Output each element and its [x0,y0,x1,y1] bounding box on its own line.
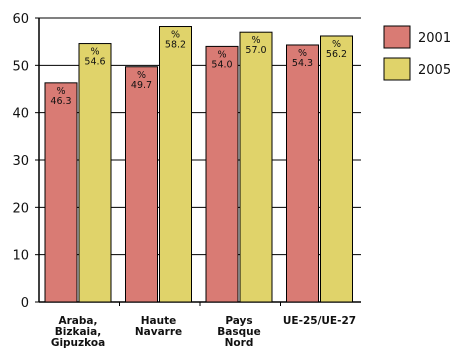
bar-label-prefix: % [171,30,180,41]
y-tick-label-30: 30 [12,154,29,169]
bar-2005-1 [159,26,192,303]
category-label: Haute [141,315,177,327]
bar-2001-1 [125,66,158,303]
category-label: UE-25/UE-27 [283,315,356,327]
bar-label-prefix: % [90,47,99,58]
category-label: Nord [225,337,254,349]
bar-label-value: 54.0 [211,59,232,70]
y-tick-label-0: 0 [21,296,29,311]
bar-label-value: 56.2 [326,49,347,60]
bar-label-value: 54.3 [292,58,313,69]
bar-2001-2 [205,45,239,303]
y-tick-label-10: 10 [12,249,29,264]
category-label: Gipuzkoa [51,337,105,349]
legend-label-2001: 2001 [418,31,451,46]
bar-label-value: 46.3 [50,96,71,107]
bar-label-value: 49.7 [131,80,152,91]
bar-label-prefix: % [137,70,146,81]
bar-2005-2 [239,31,273,303]
category-label: Basque [217,326,260,338]
legend-swatch-2005 [383,57,411,81]
bar-label-prefix: % [298,48,307,59]
y-tick-label-50: 50 [12,59,29,74]
bar-label-prefix: % [332,39,341,50]
y-tick-label-40: 40 [12,107,29,122]
category-label: Bizkaia, [55,326,101,338]
category-label: Araba, [59,315,98,327]
legend-swatch-2001 [383,25,411,49]
bar-label-value: 54.6 [84,57,105,68]
bar-2005-3 [320,35,353,303]
category-label: Pays [225,315,252,327]
bar-2005-0 [78,43,112,303]
bar-label-prefix: % [217,49,226,60]
bar-2001-0 [44,82,78,303]
bar-label-value: 57.0 [245,45,266,56]
bar-label-prefix: % [56,86,65,97]
bar-label-prefix: % [251,35,260,46]
bar-label-value: 58.2 [165,40,186,51]
category-label: Navarre [135,326,182,338]
legend-label-2005: 2005 [418,63,451,78]
y-tick-label-60: 60 [12,12,29,27]
y-tick-label-20: 20 [12,201,29,216]
bar-2001-3 [286,44,319,303]
